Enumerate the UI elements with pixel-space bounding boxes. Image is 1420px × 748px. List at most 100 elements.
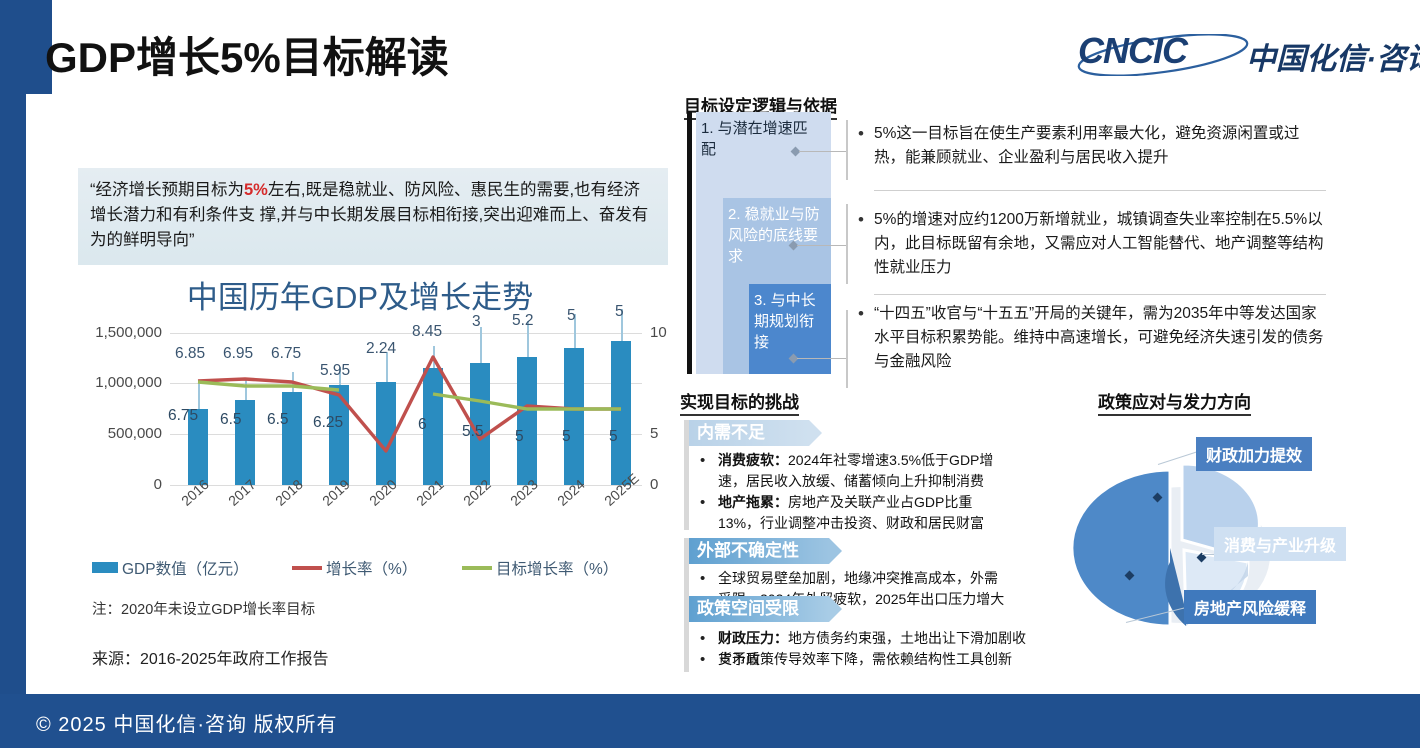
challenge-rail-2 xyxy=(684,538,689,606)
target-label: 6.5 xyxy=(220,411,242,428)
policy-pie-chart xyxy=(1070,430,1300,640)
bullet-rail xyxy=(846,120,848,180)
bullet-dot: • xyxy=(700,452,706,469)
chart-bar xyxy=(235,400,255,485)
growth-label: 5 xyxy=(615,303,624,320)
y-axis-tick: 0 xyxy=(153,476,162,493)
y-axis-tick: 500,000 xyxy=(107,425,162,442)
legend-swatch-target xyxy=(462,566,492,570)
target-label: 5 xyxy=(609,428,618,445)
challenge-label-1[interactable]: 内需不足 xyxy=(689,420,822,446)
target-rate-line xyxy=(197,380,621,411)
chart-plot-area xyxy=(170,309,642,485)
y2-axis-tick: 10 xyxy=(650,324,667,341)
footer-copyright: © 2025 中国化信·咨询 版权所有 xyxy=(36,714,338,736)
challenge-item-text: 2024年社零增速3.5%低于GDP增速，居民收入放缓、储蓄倾向上升抑制消费 xyxy=(718,452,994,489)
bullet-dot: • xyxy=(700,494,706,511)
pie-svg xyxy=(1070,462,1270,628)
legend-label-target: 目标增长率（%） xyxy=(496,561,619,578)
chart-legend: GDP数值（亿元） 增长率（%） 目标增长率（%） xyxy=(92,556,672,578)
challenge-rail-1 xyxy=(684,420,689,530)
target-label: 6.75 xyxy=(168,407,199,424)
label-stem xyxy=(621,309,623,341)
growth-label: 6.85 xyxy=(175,345,206,362)
target-label: 5 xyxy=(515,428,524,445)
target-label: 5.5 xyxy=(462,423,484,440)
legend-label-growth: 增长率（%） xyxy=(326,561,418,578)
challenge-item-3-2: 货币政策传导效率下降，需依赖结构性工具创新 xyxy=(718,649,1038,670)
legend-label-gdp: GDP数值（亿元） xyxy=(122,561,249,578)
label-stem xyxy=(527,321,529,357)
challenge-item-text: 房地产及关联产业占GDP比重13%，行业调整冲击投资、财政和居民财富 xyxy=(718,494,985,531)
target-label: 6 xyxy=(418,416,427,433)
policy-heading: 政策应对与发力方向 xyxy=(1098,388,1251,416)
growth-label: 8.45 xyxy=(412,323,443,340)
target-label: 6.25 xyxy=(313,414,344,431)
policy-label-3[interactable]: 房地产风险缓释 xyxy=(1184,590,1317,624)
quote-part1: “经济增长预期目标为 xyxy=(90,181,244,199)
label-stem xyxy=(339,367,341,385)
label-stem xyxy=(386,352,388,382)
chart-bar xyxy=(329,385,349,485)
gdp-growth-chart: 1,500,000 1,000,000 500,000 0 10 5 0 xyxy=(52,303,666,545)
chart-title: 中国历年GDP及增长走势 xyxy=(186,280,534,315)
logic-bullet-3: “十四五”收官与“十五五”开局的关键年，需为2035年中等发达国家水平目标积累势… xyxy=(874,305,1324,370)
logic-bullet-1: 5%这一目标旨在使生产要素利用率最大化，避免资源闲置或过热，能兼顾就业、企业盈利… xyxy=(874,125,1300,166)
challenge-item-1-1: 消费疲软：2024年社零增速3.5%低于GDP增速，居民收入放缓、储蓄倾向上升抑… xyxy=(718,450,1010,492)
quote-highlight: 5% xyxy=(244,181,268,199)
bullet-rail xyxy=(846,204,848,284)
bullet-dot: • xyxy=(858,124,864,143)
connector-line xyxy=(797,245,847,247)
challenge-item-3-1: 财政压力：地方债务约束强，土地出让下滑加剧收支矛盾 xyxy=(718,628,1038,670)
policy-label-2[interactable]: 消费与产业升级 xyxy=(1214,527,1347,561)
connector-line xyxy=(797,358,847,360)
growth-label: 3 xyxy=(472,313,481,330)
label-stem xyxy=(245,378,247,400)
page-title: GDP增长5%目标解读 xyxy=(45,34,449,81)
footer-bar: © 2025 中国化信·咨询 版权所有 xyxy=(0,694,1420,748)
challenge-item-text: 地方债务约束强，土地出让下滑加剧收支矛盾 xyxy=(718,630,1026,667)
logic-bullet-2: 5%的增速对应约1200万新增就业，城镇调查失业率控制在5.5%以内，此目标既留… xyxy=(874,211,1324,276)
pyramid-rail xyxy=(687,112,692,374)
bullet-rail xyxy=(846,310,848,388)
chart-bar xyxy=(282,392,302,485)
bullet-dot: • xyxy=(858,304,864,323)
pyramid-label-3: 3. 与中长期规划衔接 xyxy=(754,292,816,351)
growth-label: 5.95 xyxy=(320,362,351,379)
quote-part2: 左右,既是稳就业、防风险、惠民生的需要,也有经济增长潜力和有利条件支 撑,并与中… xyxy=(90,181,649,249)
challenge-item-bold: 地产拖累： xyxy=(718,494,788,510)
policy-label-1[interactable]: 财政加力提效 xyxy=(1196,437,1313,471)
connector-line xyxy=(799,151,847,153)
chart-bar xyxy=(188,409,208,485)
challenge-label-2[interactable]: 外部不确定性 xyxy=(689,538,842,564)
bullet-dot: • xyxy=(700,630,706,647)
y-axis-tick: 1,000,000 xyxy=(95,374,162,391)
gridline xyxy=(170,434,642,435)
chart-bar xyxy=(517,357,537,485)
chart-bar xyxy=(611,341,631,485)
chart-bar xyxy=(376,382,396,485)
challenge-item-text: 货币政策传导效率下降，需依赖结构性工具创新 xyxy=(718,651,1012,667)
target-label: 5 xyxy=(562,428,571,445)
gridline xyxy=(170,383,642,384)
growth-label: 5 xyxy=(567,307,576,324)
challenge-item-bold: 财政压力： xyxy=(718,630,788,646)
y2-axis-tick: 0 xyxy=(650,476,659,493)
challenge-rail-3 xyxy=(684,596,689,672)
growth-label: 5.2 xyxy=(512,312,534,329)
chart-bar xyxy=(564,348,584,485)
label-stem xyxy=(574,314,576,348)
pyramid-label-2: 2. 稳就业与防风险的底线要求 xyxy=(728,206,820,265)
challenge-label-3[interactable]: 政策空间受限 xyxy=(689,596,842,622)
bullet-divider xyxy=(874,190,1326,191)
challenges-heading: 实现目标的挑战 xyxy=(680,388,799,416)
bullet-dot: • xyxy=(700,570,706,587)
chart-bar xyxy=(470,363,490,485)
bullet-dot: • xyxy=(700,651,706,668)
challenge-item-1-2: 地产拖累：房地产及关联产业占GDP比重13%，行业调整冲击投资、财政和居民财富 xyxy=(718,492,1013,534)
header-accent-block xyxy=(26,0,52,94)
label-stem xyxy=(198,383,200,409)
chart-note: 注：2020年未设立GDP增长率目标 xyxy=(92,602,316,618)
bullet-dot: • xyxy=(858,210,864,229)
